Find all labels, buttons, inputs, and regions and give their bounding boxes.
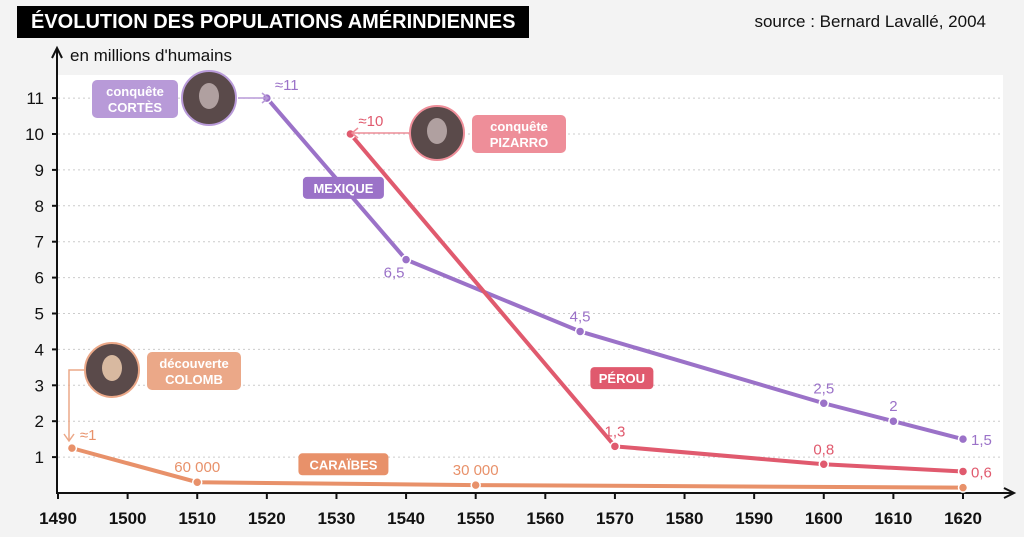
- y-tick-label: 7: [35, 233, 44, 252]
- x-tick-label: 1610: [874, 509, 912, 528]
- y-tick-label: 1: [35, 448, 44, 467]
- series-badge-label: CARAÏBES: [309, 457, 377, 472]
- source-credit: source : Bernard Lavallé, 2004: [754, 12, 986, 31]
- data-point: [609, 441, 621, 452]
- annotation-badge: [92, 80, 178, 118]
- x-tick-label: 1580: [666, 509, 704, 528]
- data-label: 1,3: [604, 423, 625, 440]
- data-point: [957, 466, 969, 477]
- x-tick-label: 1590: [735, 509, 773, 528]
- series-line-pérou: [348, 132, 964, 474]
- chart-title: ÉVOLUTION DES POPULATIONS AMÉRINDIENNES: [17, 6, 530, 38]
- data-point: [957, 482, 969, 493]
- series-line-caraïbes: [71, 446, 964, 490]
- data-point: [400, 254, 412, 265]
- series-badge-label: MEXIQUE: [313, 181, 373, 196]
- data-label: 6,5: [384, 265, 405, 282]
- x-tick-label: 1490: [39, 509, 77, 528]
- data-label: ≈11: [275, 77, 299, 94]
- portrait-face: [199, 83, 219, 109]
- x-tick-label: 1510: [178, 509, 216, 528]
- data-label: 0,8: [813, 441, 834, 458]
- y-axis-label: en millions d'humains: [70, 46, 232, 65]
- annotation-line2: COLOMB: [165, 372, 223, 387]
- arrow-head-icon: [350, 127, 359, 139]
- y-tick-label: 10: [25, 125, 44, 144]
- arrow-head-icon: [261, 92, 270, 104]
- y-tick-label: 6: [35, 269, 44, 288]
- y-tick-label: 11: [26, 89, 44, 108]
- data-point: [957, 433, 969, 445]
- data-label: 2,5: [813, 380, 834, 397]
- data-point: [191, 476, 203, 488]
- data-label: 2: [889, 398, 897, 415]
- y-tick-label: 3: [35, 376, 44, 395]
- x-tick-label: 1530: [318, 509, 356, 528]
- data-label: 30 000: [453, 462, 499, 479]
- data-point: [888, 415, 899, 427]
- annotation-line2: PIZARRO: [490, 135, 549, 150]
- y-tick-label: 8: [35, 197, 44, 216]
- x-tick-label: 1500: [109, 509, 147, 528]
- series-badge: [590, 367, 654, 390]
- data-label: ≈1: [80, 427, 97, 444]
- series-badge: [298, 453, 389, 476]
- x-tick-label: 1560: [526, 509, 564, 528]
- data-point: [470, 479, 481, 491]
- y-tick-label: 4: [35, 340, 44, 359]
- x-tick-label: 1550: [457, 509, 495, 528]
- data-label: 0,6: [971, 464, 992, 481]
- series-line-mexique: [265, 96, 964, 442]
- data-label: 1,5: [971, 432, 992, 449]
- x-tick-label: 1600: [805, 509, 843, 528]
- data-point: [66, 442, 78, 454]
- annotation-line1: conquête: [106, 84, 164, 99]
- portrait-face: [102, 355, 122, 381]
- data-point: [818, 459, 830, 470]
- data-label: ≈10: [358, 113, 383, 130]
- y-tick-label: 5: [35, 305, 44, 324]
- arrow-head-icon: [63, 433, 75, 443]
- data-point: [574, 326, 586, 337]
- annotation-badge: [147, 352, 241, 390]
- x-tick-label: 1570: [596, 509, 634, 528]
- data-point: [818, 398, 830, 409]
- annotation-line1: conquête: [490, 119, 548, 134]
- annotation-line1: découverte: [159, 356, 228, 371]
- x-tick-label: 1540: [387, 509, 425, 528]
- data-label: 4,5: [570, 308, 591, 325]
- y-axis-arrow-icon: [51, 45, 63, 59]
- series-badge: [302, 176, 384, 199]
- x-tick-label: 1520: [248, 509, 286, 528]
- x-tick-label: 1620: [944, 509, 982, 528]
- series-badge-label: PÉROU: [599, 371, 645, 386]
- y-tick-label: 2: [35, 412, 44, 431]
- x-axis-arrow-icon: [1003, 487, 1017, 499]
- annotation-badge: [472, 115, 566, 153]
- arrow-icon: [68, 369, 84, 440]
- data-label: 60 000: [174, 459, 220, 476]
- y-tick-label: 9: [35, 161, 44, 180]
- portrait-face: [427, 118, 447, 144]
- annotation-line2: CORTÈS: [108, 100, 163, 115]
